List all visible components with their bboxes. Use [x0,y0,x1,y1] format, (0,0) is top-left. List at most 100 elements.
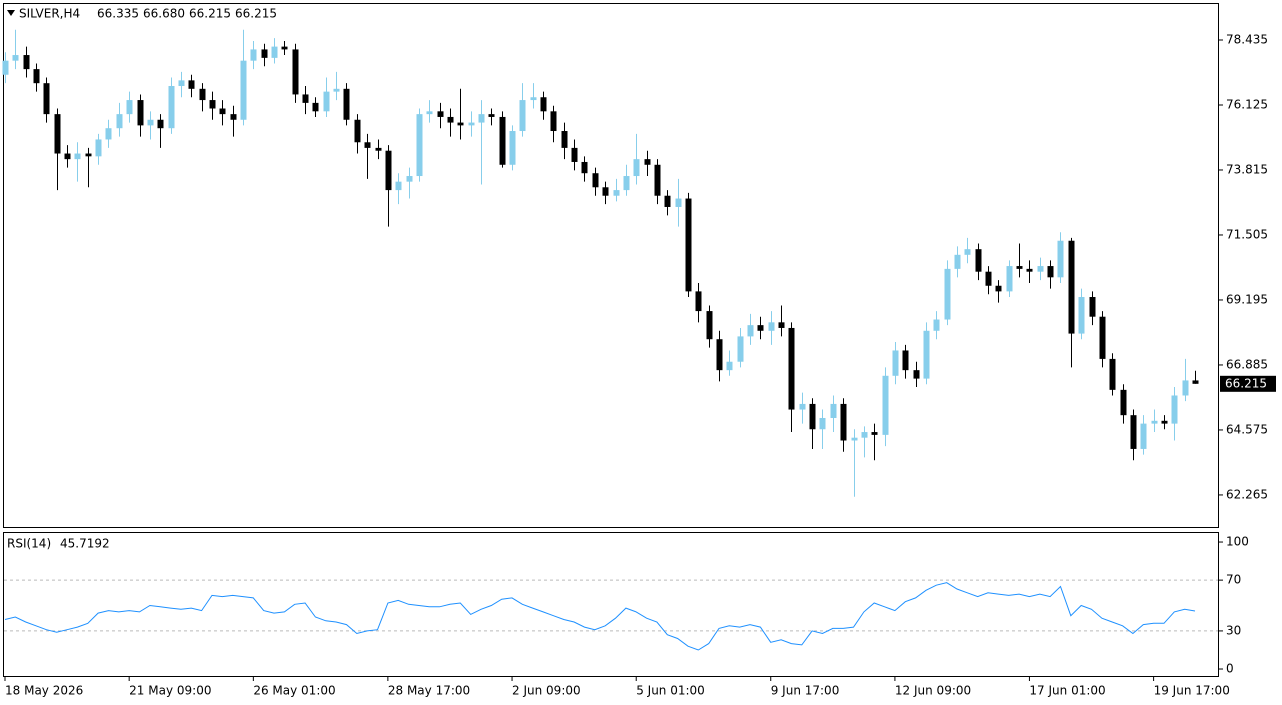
candle-body [199,88,206,101]
candle-body [1057,240,1064,278]
candle-body [250,49,257,61]
candle-body [757,325,764,331]
candle-body [416,114,423,177]
candle-body [364,142,371,148]
candle-body [1140,423,1147,449]
candle-body [871,432,878,435]
candle-body [437,111,444,117]
candle-body [447,116,454,123]
x-tick-label: 12 Jun 09:00 [895,684,971,698]
candle-body [240,60,247,120]
candle-body [499,116,506,165]
candle-body [1068,240,1075,334]
x-tick-label: 26 May 01:00 [253,684,335,698]
candle-body [550,111,557,132]
candle-body [540,97,547,112]
rsi-panel [3,532,1219,677]
candle-body [271,46,278,58]
candle-body [975,249,982,272]
candle-body [64,153,71,160]
candle-body [768,322,775,331]
candle-body [457,122,464,126]
candle-body [530,97,537,101]
candle-body [1078,297,1085,334]
candle-body [1026,268,1033,272]
candle-body [933,319,940,331]
candle-body [1099,316,1106,359]
candle-body [33,69,40,84]
candle-body [519,100,526,132]
y-tick-label: 78.435 [1226,32,1268,46]
candle-body [840,403,847,441]
symbol-menu-arrow[interactable] [7,10,15,16]
candle-body [654,164,661,196]
candle-body [95,139,102,157]
candle-body [706,311,713,340]
x-tick-label: 2 Jun 09:00 [512,684,581,698]
candle-body [633,159,640,177]
candle-body [323,91,330,112]
candle-body [375,147,382,151]
candle-body [623,176,630,191]
rsi-value: 45.7192 [60,537,110,551]
candle-body [944,268,951,320]
candle-body [581,161,588,174]
candle-body [892,350,899,376]
candle-body [778,322,785,328]
rsi-name: RSI(14) [7,537,51,551]
candle-body [695,291,702,312]
header-value: 66.680 [143,7,185,21]
candle-body [602,187,609,196]
candle-body [1171,395,1178,424]
candle-body [644,159,651,165]
y-tick-label: 76.125 [1226,97,1268,111]
candle-body [1182,380,1189,396]
y-tick-label: 69.195 [1226,292,1268,306]
candle-body [861,432,868,438]
candle-body [85,153,92,157]
candle-body [737,336,744,362]
price-panel [3,3,1219,528]
candle-body [1151,420,1158,424]
candle-body [116,114,123,129]
candle-body [354,119,361,143]
candle-body [675,198,682,207]
candle-body [685,198,692,292]
candle-body [592,173,599,188]
rsi-y-tick-label: 70 [1226,573,1241,587]
candle-body [1109,358,1116,390]
y-tick-label: 62.265 [1226,487,1268,501]
candle-body [509,131,516,165]
candle-body [126,100,133,115]
x-tick-label: 17 Jun 01:00 [1029,684,1105,698]
candle-body [43,83,50,115]
candle-body [613,190,620,196]
candle-body [302,94,309,103]
candle-body [851,437,858,441]
rsi-y-tick-label: 0 [1226,662,1234,676]
x-tick-label: 18 May 2026 [5,684,83,698]
candle-body [726,361,733,371]
candle-body [1037,266,1044,272]
candle-body [488,114,495,117]
candle-body [913,370,920,379]
candle-body [954,254,961,269]
candle-body [219,108,226,115]
candle-body [168,85,175,129]
candle-body [830,403,837,418]
x-tick-label: 28 May 17:00 [388,684,470,698]
candle-body [964,249,971,255]
candle-body [819,417,826,430]
candle-body [985,271,992,286]
x-tick-label: 19 Jun 17:00 [1154,684,1230,698]
candle-body [1192,380,1199,384]
candle-body [230,114,237,120]
y-tick-label: 71.505 [1226,227,1268,241]
candle-body [385,150,392,191]
rsi-line [4,582,1196,651]
candle-body [664,195,671,207]
candle-body [74,153,81,160]
x-tick-label: 21 May 09:00 [129,684,211,698]
candle-body [902,350,909,371]
